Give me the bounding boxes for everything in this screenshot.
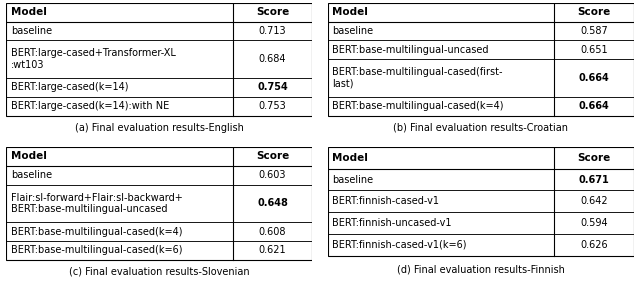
Text: Model: Model: [11, 7, 47, 17]
Text: BERT:base-multilingual-cased(first-
last): BERT:base-multilingual-cased(first- last…: [332, 67, 502, 89]
Text: BERT:base-multilingual-uncased: BERT:base-multilingual-uncased: [332, 45, 489, 55]
Bar: [328, 147, 634, 256]
Text: (c) Final evaluation results-Slovenian: (c) Final evaluation results-Slovenian: [69, 267, 250, 277]
Text: BERT:finnish-cased-v1(k=6): BERT:finnish-cased-v1(k=6): [332, 240, 467, 250]
Text: (d) Final evaluation results-Finnish: (d) Final evaluation results-Finnish: [397, 265, 564, 275]
Text: Model: Model: [332, 7, 368, 17]
Text: Score: Score: [577, 153, 611, 163]
Text: 0.664: 0.664: [579, 73, 609, 83]
Text: Score: Score: [256, 7, 289, 17]
Text: 0.587: 0.587: [580, 26, 608, 36]
Text: (a) Final evaluation results-English: (a) Final evaluation results-English: [75, 123, 244, 133]
Text: Model: Model: [11, 151, 47, 161]
Text: 0.621: 0.621: [259, 245, 286, 255]
Text: baseline: baseline: [332, 26, 373, 36]
Bar: [6, 3, 312, 116]
Text: 0.671: 0.671: [579, 174, 609, 185]
Text: 0.648: 0.648: [257, 198, 288, 208]
Text: 0.651: 0.651: [580, 45, 607, 55]
Text: BERT:large-cased(k=14):with NE: BERT:large-cased(k=14):with NE: [11, 101, 169, 111]
Text: 0.664: 0.664: [579, 101, 609, 111]
Text: 0.603: 0.603: [259, 170, 286, 180]
Text: BERT:finnish-cased-v1: BERT:finnish-cased-v1: [332, 196, 439, 206]
Text: BERT:large-cased+Transformer-XL
:wt103: BERT:large-cased+Transformer-XL :wt103: [11, 49, 176, 70]
Text: BERT:base-multilingual-cased(k=4): BERT:base-multilingual-cased(k=4): [11, 226, 182, 236]
Text: Score: Score: [577, 7, 611, 17]
Text: BERT:large-cased(k=14): BERT:large-cased(k=14): [11, 82, 129, 92]
Text: 0.626: 0.626: [580, 240, 607, 250]
Bar: [6, 147, 312, 260]
Text: Model: Model: [332, 153, 368, 163]
Text: 0.608: 0.608: [259, 226, 286, 236]
Text: 0.753: 0.753: [259, 101, 287, 111]
Text: 0.754: 0.754: [257, 82, 288, 92]
Text: BERT:base-multilingual-cased(k=6): BERT:base-multilingual-cased(k=6): [11, 245, 182, 255]
Bar: [328, 3, 634, 116]
Text: 0.684: 0.684: [259, 54, 286, 64]
Text: baseline: baseline: [332, 174, 373, 185]
Text: Score: Score: [256, 151, 289, 161]
Text: Flair:sl-forward+Flair:sl-backward+
BERT:base-multilingual-uncased: Flair:sl-forward+Flair:sl-backward+ BERT…: [11, 193, 182, 214]
Text: BERT:base-multilingual-cased(k=4): BERT:base-multilingual-cased(k=4): [332, 101, 504, 111]
Text: baseline: baseline: [11, 170, 52, 180]
Text: 0.594: 0.594: [580, 218, 607, 228]
Text: baseline: baseline: [11, 26, 52, 36]
Text: 0.713: 0.713: [259, 26, 286, 36]
Text: (b) Final evaluation results-Croatian: (b) Final evaluation results-Croatian: [393, 123, 568, 133]
Text: BERT:finnish-uncased-v1: BERT:finnish-uncased-v1: [332, 218, 452, 228]
Text: 0.642: 0.642: [580, 196, 607, 206]
